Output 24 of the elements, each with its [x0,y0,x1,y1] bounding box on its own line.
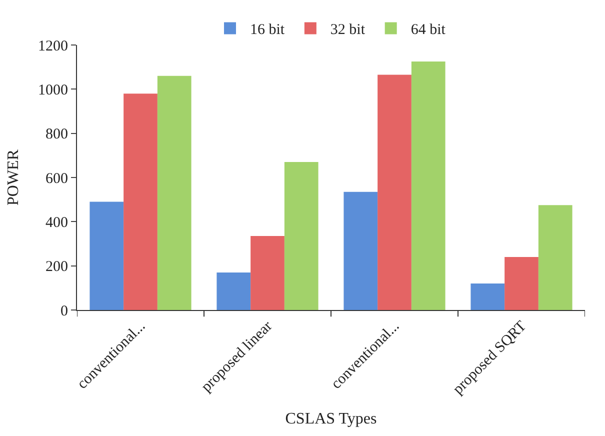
y-tick-label: 1200 [38,38,68,54]
bar [157,76,192,310]
bar [470,284,505,310]
y-tick-label: 600 [46,170,68,187]
bar [216,272,251,310]
bar [538,205,572,310]
bar [124,94,158,310]
y-tick-label: 400 [46,214,68,231]
legend-label: 16 bit [250,22,286,38]
y-tick-label: 1000 [38,82,68,98]
bar [378,74,412,310]
bar [504,257,538,310]
bar [250,236,284,310]
legend-label: 32 bit [330,22,366,38]
bar [284,162,318,310]
y-tick-label: 200 [46,259,68,276]
bar [344,192,378,310]
y-tick-label: 0 [60,303,68,320]
x-axis-title: CSLAS Types [285,410,377,428]
bar [90,202,124,310]
bar [411,62,446,310]
y-tick-label: 800 [46,126,68,143]
y-axis-title: POWER [4,149,22,206]
legend-label: 64 bit [410,22,446,38]
